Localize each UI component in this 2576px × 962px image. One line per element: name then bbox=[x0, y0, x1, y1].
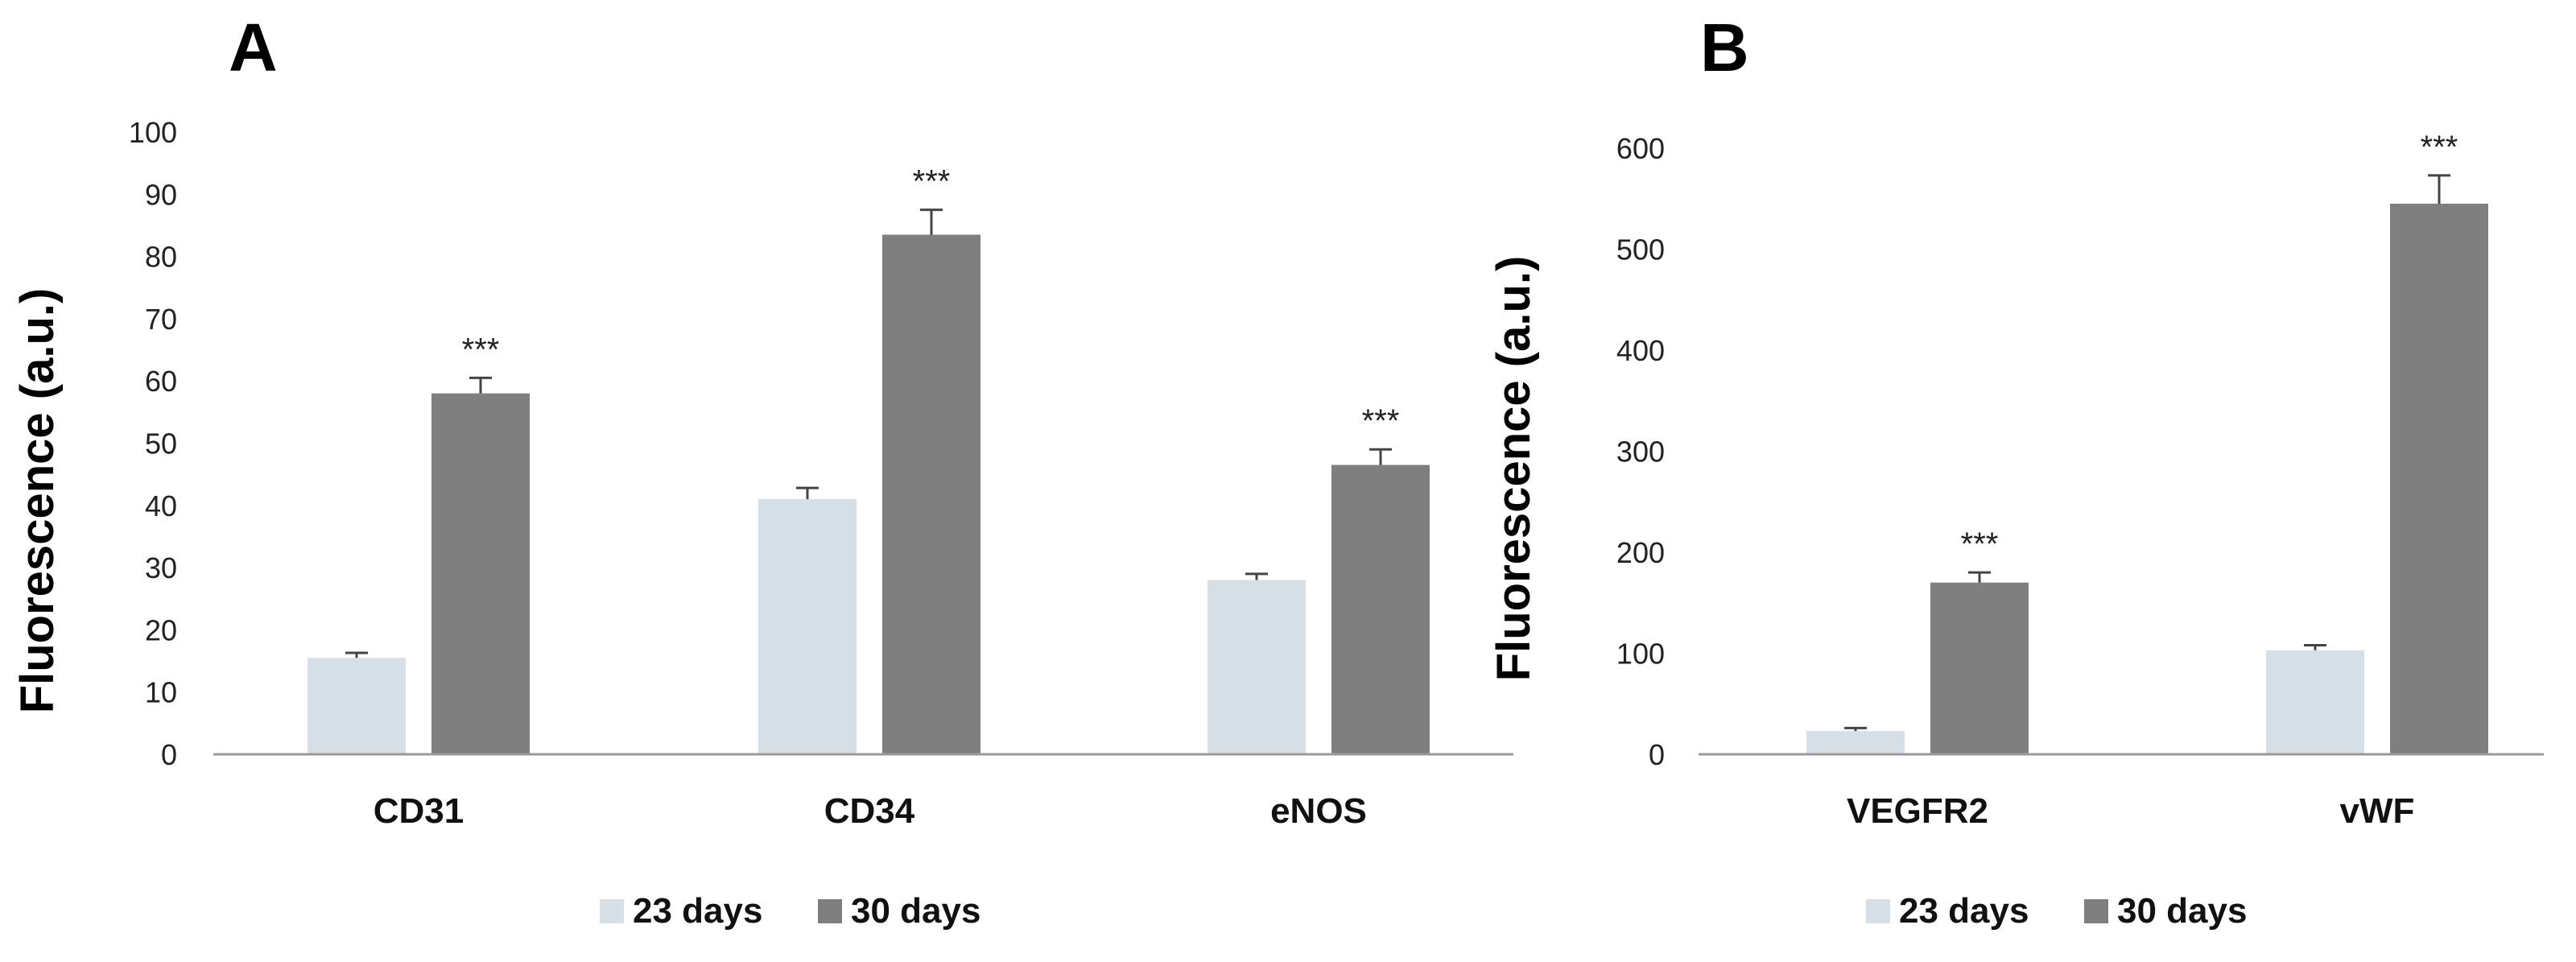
panel-a-y-axis-label: Fluorescence (a.u.) bbox=[11, 288, 64, 714]
panel-b-y-tick-label: 200 bbox=[1616, 536, 1665, 569]
panel-a-bar-cd31-30days bbox=[431, 393, 530, 754]
panel-a-y-tick-label: 20 bbox=[145, 613, 177, 646]
panel-b-bars: *** *** bbox=[1806, 130, 2488, 754]
panel-b-letter: B bbox=[1700, 10, 1749, 85]
panel-a-y-tick-label: 30 bbox=[145, 551, 177, 584]
panel-a-legend-swatch-23days bbox=[600, 899, 624, 923]
panel-a-y-tick-label: 50 bbox=[145, 427, 177, 460]
panel-b-legend: 23 days 30 days bbox=[1866, 891, 2247, 931]
panel-b-significance-vwf: *** bbox=[2421, 130, 2458, 165]
panel-a-significance-enos: *** bbox=[1362, 403, 1400, 439]
panel-a-letter: A bbox=[229, 10, 278, 85]
panel-a-categories: CD31 CD34 eNOS bbox=[374, 791, 1367, 831]
panel-b-bar-vwf-30days bbox=[2390, 204, 2488, 754]
panel-b-legend-swatch-30days bbox=[2084, 899, 2108, 923]
panel-b-y-tick-label: 500 bbox=[1616, 233, 1665, 266]
panel-a-y-ticks: 0 10 20 30 40 50 60 70 80 90 100 bbox=[129, 116, 177, 771]
panel-a: A Fluorescence (a.u.) 0 10 20 30 40 50 60 70 80 9… bbox=[11, 10, 1513, 931]
panel-b-y-ticks: 0 100 200 300 400 500 600 bbox=[1616, 132, 1665, 771]
panel-a-bar-cd31-23days bbox=[308, 658, 406, 754]
panel-a-legend-label-30days: 30 days bbox=[851, 891, 980, 931]
panel-a-y-tick-label: 40 bbox=[145, 489, 177, 522]
panel-b-y-tick-label: 400 bbox=[1616, 334, 1665, 367]
panel-a-category-label: CD34 bbox=[824, 791, 915, 831]
panel-b: B Fluorescence (a.u.) 0 100 200 300 400 500 60… bbox=[1488, 10, 2544, 931]
panel-b-bar-vwf-23days bbox=[2266, 650, 2364, 754]
panel-a-y-tick-label: 10 bbox=[145, 676, 177, 709]
panel-b-bar-vegfr2-23days bbox=[1806, 731, 1905, 754]
panel-a-bar-cd34-30days bbox=[882, 234, 980, 754]
panel-b-categories: VEGFR2 vWF bbox=[1847, 791, 2414, 831]
panel-a-y-tick-label: 80 bbox=[145, 241, 177, 274]
panel-b-y-axis-label: Fluorescence (a.u.) bbox=[1488, 256, 1540, 682]
panel-a-y-tick-label: 60 bbox=[145, 365, 177, 398]
panel-a-category-label: CD31 bbox=[374, 791, 464, 831]
panel-b-legend-label-30days: 30 days bbox=[2117, 891, 2247, 931]
panel-a-significance-cd31: *** bbox=[462, 332, 500, 367]
panel-b-significance-vegfr2: *** bbox=[1961, 526, 1999, 562]
panel-a-bars: *** *** *** bbox=[308, 164, 1430, 754]
panel-b-bar-vegfr2-30days bbox=[1930, 582, 2029, 754]
panel-a-legend-swatch-30days bbox=[818, 899, 842, 923]
panel-b-category-label: VEGFR2 bbox=[1847, 791, 1988, 831]
panel-b-y-tick-label: 600 bbox=[1616, 132, 1665, 165]
panel-a-y-tick-label: 70 bbox=[145, 303, 177, 336]
panel-b-legend-label-23days: 23 days bbox=[1899, 891, 2029, 931]
panel-a-bar-enos-30days bbox=[1331, 464, 1430, 754]
panel-b-category-label: vWF bbox=[2340, 791, 2415, 831]
panel-a-y-tick-label: 100 bbox=[129, 116, 177, 149]
panel-a-bar-cd34-23days bbox=[758, 499, 857, 754]
panel-b-y-tick-label: 300 bbox=[1616, 436, 1665, 469]
panel-a-significance-cd34: *** bbox=[913, 164, 951, 200]
panel-a-legend-label-23days: 23 days bbox=[633, 891, 762, 931]
panel-b-y-tick-label: 100 bbox=[1616, 638, 1665, 671]
panel-b-y-tick-label: 0 bbox=[1649, 738, 1665, 771]
panel-a-bar-enos-23days bbox=[1208, 580, 1306, 754]
panel-a-legend: 23 days 30 days bbox=[600, 891, 980, 931]
panel-a-y-tick-label: 90 bbox=[145, 178, 177, 211]
panel-a-y-tick-label: 0 bbox=[161, 738, 177, 771]
panel-b-legend-swatch-23days bbox=[1866, 899, 1890, 923]
panel-a-category-label: eNOS bbox=[1270, 791, 1367, 831]
